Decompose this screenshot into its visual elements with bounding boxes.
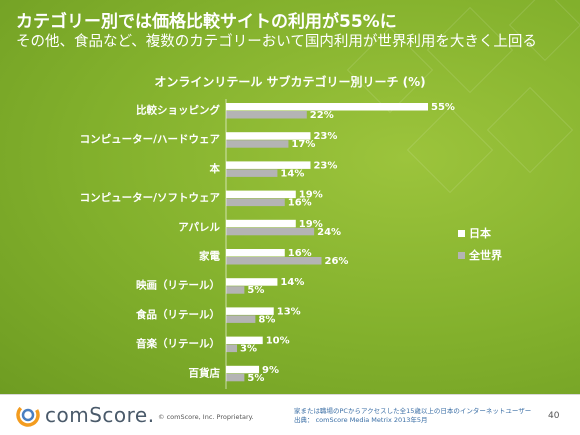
comscore-logo: comScore. bbox=[16, 403, 155, 427]
value-label-japan: 23% bbox=[313, 131, 337, 142]
bar-world bbox=[226, 227, 315, 236]
value-label-world: 16% bbox=[288, 198, 312, 209]
category-label: コンピューター/ソフトウェア bbox=[80, 192, 221, 204]
page-number: 40 bbox=[548, 411, 560, 421]
category-label: 家電 bbox=[199, 250, 220, 263]
copyright-text: © comScore, Inc. Proprietary. bbox=[158, 413, 254, 421]
value-label-japan: 19% bbox=[299, 219, 323, 230]
legend-label-japan: 日本 bbox=[469, 227, 491, 240]
comscore-logo-icon bbox=[16, 403, 40, 427]
value-label-world: 8% bbox=[258, 314, 275, 325]
bar-japan bbox=[226, 278, 278, 286]
value-label-world: 3% bbox=[240, 344, 257, 355]
category-label: 音楽（リテール） bbox=[136, 337, 220, 350]
bar-japan bbox=[226, 103, 428, 111]
slide-subheadline: その他、食品など、複数のカテゴリーおいて国内利用が世界利用を大きく上回る bbox=[16, 34, 537, 50]
bar-world bbox=[226, 198, 285, 207]
bar-chart: 比較ショッピング 55%22%コンピューター/ハードウェア 23%17%本 23%14… bbox=[80, 102, 455, 384]
value-label-japan: 13% bbox=[277, 306, 301, 317]
value-label-world: 26% bbox=[324, 256, 348, 267]
chart-legend: 日本 全世界 bbox=[458, 222, 502, 266]
value-label-japan: 23% bbox=[313, 160, 337, 171]
category-label: 比較ショッピング bbox=[136, 104, 220, 117]
category-label: 食品（リテール） bbox=[135, 308, 220, 321]
bar-world bbox=[226, 140, 289, 148]
category-label: アパレル bbox=[178, 221, 220, 233]
footnote-line-1: 家または職場のPCからアクセスした全15歳以上の日本のインターネットユーザー bbox=[294, 407, 532, 415]
value-label-world: 5% bbox=[247, 285, 264, 296]
bar-world bbox=[226, 111, 307, 119]
value-label-world: 22% bbox=[310, 110, 334, 121]
bar-world bbox=[226, 286, 245, 294]
slide-background: カテゴリー別では価格比較サイトの利用が55%に その他、食品など、複数のカテゴリ… bbox=[0, 0, 580, 394]
bar-japan bbox=[226, 161, 311, 169]
value-label-japan: 19% bbox=[299, 190, 323, 201]
value-label-japan: 9% bbox=[262, 365, 279, 376]
chart-title: オンラインリテール サブカテゴリー別リーチ (%) bbox=[154, 75, 426, 89]
value-label-world: 17% bbox=[291, 139, 315, 150]
bar-japan bbox=[226, 307, 274, 315]
bar-world bbox=[226, 373, 245, 382]
bar-japan bbox=[226, 219, 296, 228]
legend-swatch-japan bbox=[458, 229, 465, 237]
bar-world bbox=[226, 315, 256, 323]
bar-japan bbox=[226, 249, 285, 257]
category-label: 映画（リテール） bbox=[136, 279, 220, 292]
bar-japan bbox=[226, 336, 263, 345]
value-label-japan: 16% bbox=[288, 248, 312, 259]
legend-swatch-world bbox=[458, 251, 465, 259]
legend-item-world: 全世界 bbox=[458, 244, 502, 266]
background-pattern bbox=[346, 0, 580, 194]
footer: comScore. © comScore, Inc. Proprietary. … bbox=[0, 394, 580, 435]
bar-world bbox=[226, 257, 322, 265]
legend-label-world: 全世界 bbox=[469, 249, 502, 262]
source-footnote: 家または職場のPCからアクセスした全15歳以上の日本のインターネットユーザー 出… bbox=[294, 407, 531, 425]
bar-japan bbox=[226, 365, 260, 374]
value-label-japan: 10% bbox=[266, 336, 290, 347]
legend-item-japan: 日本 bbox=[458, 222, 502, 244]
value-label-japan: 55% bbox=[431, 102, 455, 113]
bar-world bbox=[226, 344, 238, 353]
logo-text: comScore. bbox=[45, 403, 155, 427]
footnote-line-2: 出典： comScore Media Metrix 2013年5月 bbox=[294, 416, 428, 424]
category-label: 本 bbox=[210, 162, 221, 175]
slide-headline: カテゴリー別では価格比較サイトの利用が55%に bbox=[16, 12, 397, 32]
value-label-japan: 14% bbox=[280, 277, 304, 288]
value-label-world: 24% bbox=[317, 227, 341, 238]
bar-world bbox=[226, 169, 278, 177]
bar-japan bbox=[226, 132, 311, 140]
bar-japan bbox=[226, 190, 296, 199]
value-label-world: 5% bbox=[247, 373, 264, 384]
value-label-world: 14% bbox=[280, 168, 304, 179]
category-label: コンピューター/ハードウェア bbox=[80, 134, 221, 146]
category-label: 百貨店 bbox=[189, 366, 221, 379]
